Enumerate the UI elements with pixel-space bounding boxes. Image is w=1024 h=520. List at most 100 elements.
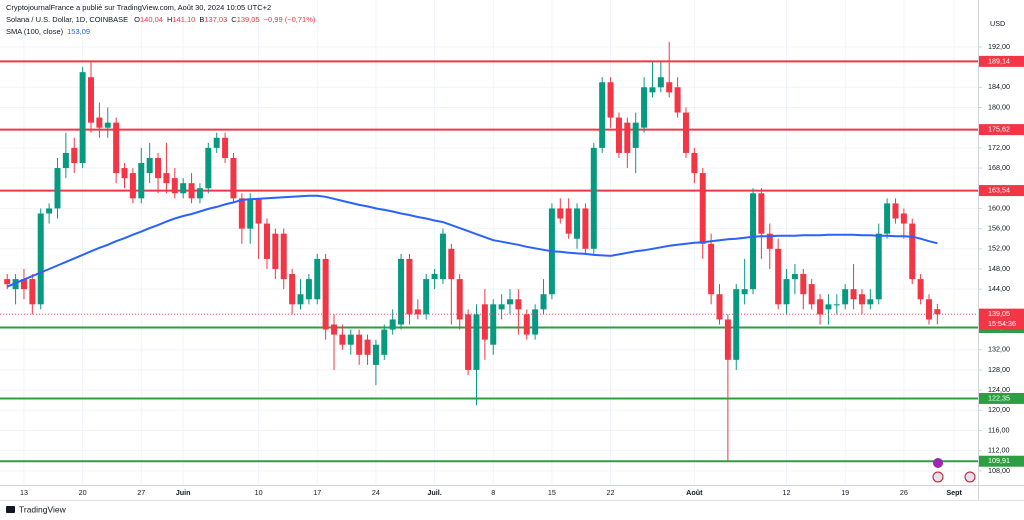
symbol: Solana / U.S. Dollar, 1D, COINBASE [6, 15, 128, 24]
x-tick-label: 15 [548, 488, 556, 497]
candle-body [833, 304, 840, 306]
last-price-label: 139,05 [988, 309, 1010, 318]
candle-body [515, 299, 522, 310]
y-tick-label: 168,00 [988, 163, 1010, 172]
sma-legend: SMA (100, close) 153,09 [6, 27, 90, 36]
x-tick-label: 20 [79, 488, 87, 497]
y-tick-label: 116,00 [988, 425, 1009, 434]
candle-body [733, 289, 740, 360]
brand: TradingView [19, 504, 67, 514]
ohlc-value: 141,10 [172, 15, 195, 24]
candle-body [62, 152, 69, 169]
candle-body [356, 334, 363, 355]
candle-body [121, 168, 128, 179]
x-tick-label: 19 [841, 488, 849, 497]
logo: TradingView [6, 504, 67, 514]
candle-body [297, 294, 304, 305]
candle-body [867, 299, 874, 305]
candle-body [766, 233, 773, 249]
candle-body [230, 157, 237, 199]
candle-body [280, 233, 287, 280]
logo-icon [6, 506, 15, 513]
candle-body [808, 284, 815, 305]
candle-body [37, 213, 44, 305]
candle-body [322, 258, 329, 330]
candle-body [138, 163, 145, 199]
candle-body [71, 147, 78, 164]
candle-body [800, 274, 807, 295]
candle-body [347, 334, 354, 345]
candle-body [4, 279, 11, 285]
x-tick-label: 24 [372, 488, 380, 497]
candle-body [758, 193, 765, 234]
candle-body [205, 147, 212, 189]
candle-body [632, 122, 639, 148]
y-tick-label: 160,00 [988, 203, 1010, 212]
candle-body [263, 223, 270, 259]
level-label: 122,35 [988, 393, 1010, 402]
candle-body [817, 299, 824, 315]
y-tick-label: 128,00 [988, 365, 1010, 374]
candle-body [96, 117, 103, 128]
x-tick-label: 22 [607, 488, 615, 497]
flag-icon[interactable] [964, 471, 976, 483]
candle-body [649, 87, 656, 93]
candle-body [775, 248, 782, 305]
y-tick-label: 120,00 [988, 405, 1010, 414]
y-tick-label: 184,00 [988, 82, 1010, 91]
candle-body [146, 157, 153, 174]
flag-icon[interactable] [932, 471, 944, 483]
candle-body [917, 279, 924, 300]
candle-body [372, 344, 379, 365]
candle-body [540, 294, 547, 310]
event-icon[interactable] [933, 458, 943, 468]
ohlc-key: C [231, 15, 237, 24]
ohlc-value: 140,04 [140, 15, 163, 24]
candle-body [247, 198, 254, 229]
candle-body [599, 82, 606, 148]
candle-body [565, 208, 572, 234]
level-label-box [979, 124, 1024, 136]
level-label-box [979, 455, 1024, 467]
candle-body [423, 279, 430, 315]
candle-body [389, 319, 396, 330]
level-label-box [979, 185, 1024, 197]
candle-body [490, 304, 497, 345]
candle-body [590, 147, 597, 249]
candle-body [750, 193, 757, 290]
candle-body [163, 173, 170, 184]
x-tick-label: Août [686, 488, 703, 497]
x-tick-label: Sept [946, 488, 962, 497]
x-tick-label: 12 [783, 488, 791, 497]
candle-body [29, 279, 36, 305]
candle-body [364, 339, 371, 355]
candle-body [20, 279, 27, 290]
candle-body [305, 279, 312, 300]
change: −0,99 (−0,71%) [264, 15, 316, 24]
candle-body [289, 274, 296, 305]
y-tick-label: 156,00 [988, 224, 1010, 233]
candle-body [255, 198, 262, 224]
candle-body [892, 203, 899, 219]
y-tick-label: 148,00 [988, 264, 1010, 273]
candle-body [582, 208, 589, 249]
candle-body [532, 309, 539, 335]
x-tick-label: 10 [255, 488, 263, 497]
level-label: 189,14 [988, 56, 1010, 65]
candle-body [900, 213, 907, 224]
candle-body [113, 122, 120, 174]
candle-body [213, 137, 220, 148]
y-tick-label: 192,00 [988, 42, 1010, 51]
grid [0, 0, 978, 485]
sma-value: 153,09 [67, 27, 90, 36]
candle-body [574, 208, 581, 239]
candle-body [314, 258, 321, 300]
y-tick-label: 172,00 [988, 143, 1010, 152]
y-tick-label: 180,00 [988, 102, 1010, 111]
y-tick-label: 132,00 [988, 345, 1010, 354]
y-tick-label: 152,00 [988, 244, 1010, 253]
candle-body [180, 183, 187, 194]
candle-body [431, 274, 438, 280]
candle-body [188, 183, 195, 199]
y-tick-label: 124,00 [988, 385, 1010, 394]
